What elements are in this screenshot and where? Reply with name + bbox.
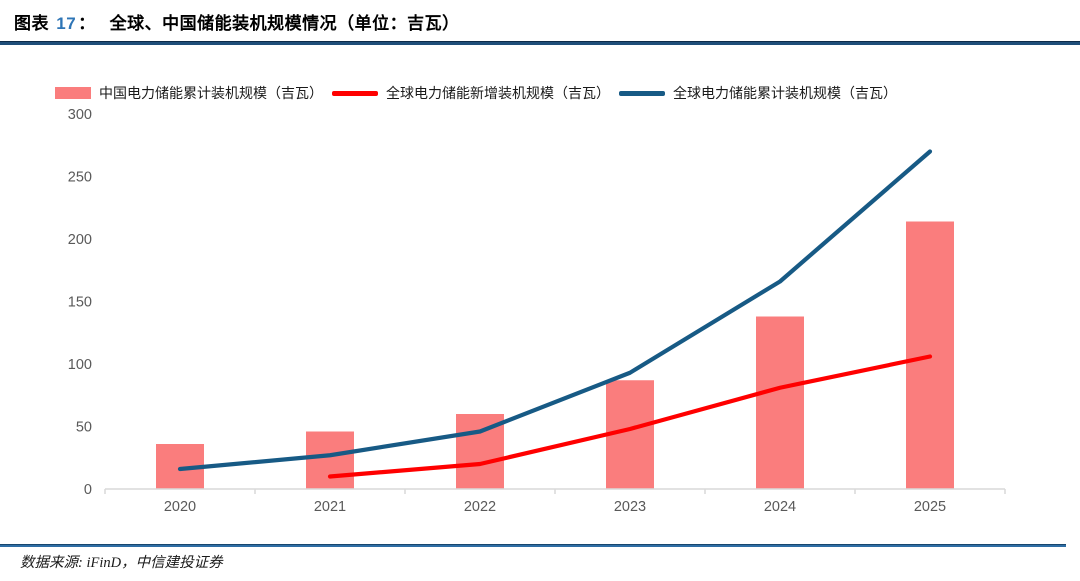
figure-label-prefix: 图表 — [14, 14, 49, 33]
legend-item-global-new: 全球电力储能新增装机规模（吉瓦） — [332, 83, 610, 103]
line-series — [327, 354, 933, 479]
y-tick-label: 250 — [68, 170, 92, 186]
x-tick-label-2023: 2023 — [614, 499, 646, 515]
legend-label: 中国电力储能累计装机规模（吉瓦） — [99, 85, 323, 101]
footer-rule — [0, 544, 1066, 547]
legend-label: 全球电力储能新增装机规模（吉瓦） — [386, 85, 610, 101]
data-source: 数据来源: iFinD，中信建投证券 — [20, 555, 223, 571]
figure-label: 图表 17： — [14, 14, 96, 33]
line-swatch-icon — [619, 90, 665, 96]
bar-2024 — [756, 316, 804, 489]
y-tick-label: 100 — [68, 357, 92, 373]
line-swatch-icon — [332, 90, 378, 96]
x-tick-label-2020: 2020 — [164, 499, 196, 515]
bar-2021 — [306, 431, 354, 489]
legend-label: 全球电力储能累计装机规模（吉瓦） — [673, 85, 897, 101]
legend-item-china-cumulative: 中国电力储能累计装机规模（吉瓦） — [55, 83, 323, 103]
storage-capacity-chart: 0 50 100 150 200 250 300 2020 2021 2022 2023 2024 20… — [68, 107, 1006, 515]
y-tick-label: 150 — [68, 295, 92, 311]
y-tick-label: 50 — [76, 420, 92, 436]
chart-legend: 中国电力储能累计装机规模（吉瓦） 全球电力储能新增装机规模（吉瓦） 全球电力储能… — [55, 83, 897, 103]
y-tick-label: 300 — [68, 107, 92, 123]
y-tick-label: 200 — [68, 232, 92, 248]
figure-title: 全球、中国储能装机规模情况（单位：吉瓦） — [109, 14, 460, 33]
y-tick-label: 0 — [84, 482, 92, 498]
header-rule — [0, 41, 1080, 45]
x-tick-label-2024: 2024 — [764, 499, 796, 515]
figure-header: 图表 17： 全球、中国储能装机规模情况（单位：吉瓦） — [14, 9, 460, 34]
line-series — [177, 149, 933, 472]
bar-swatch-icon — [55, 87, 91, 99]
figure-label-colon: ： — [78, 14, 96, 33]
x-tick-label-2022: 2022 — [464, 499, 496, 515]
x-tick-label-2021: 2021 — [314, 499, 346, 515]
figure-number: 17 — [56, 14, 77, 33]
legend-item-global-cumulative: 全球电力储能累计装机规模（吉瓦） — [619, 83, 897, 103]
x-tick-label-2025: 2025 — [914, 499, 946, 515]
